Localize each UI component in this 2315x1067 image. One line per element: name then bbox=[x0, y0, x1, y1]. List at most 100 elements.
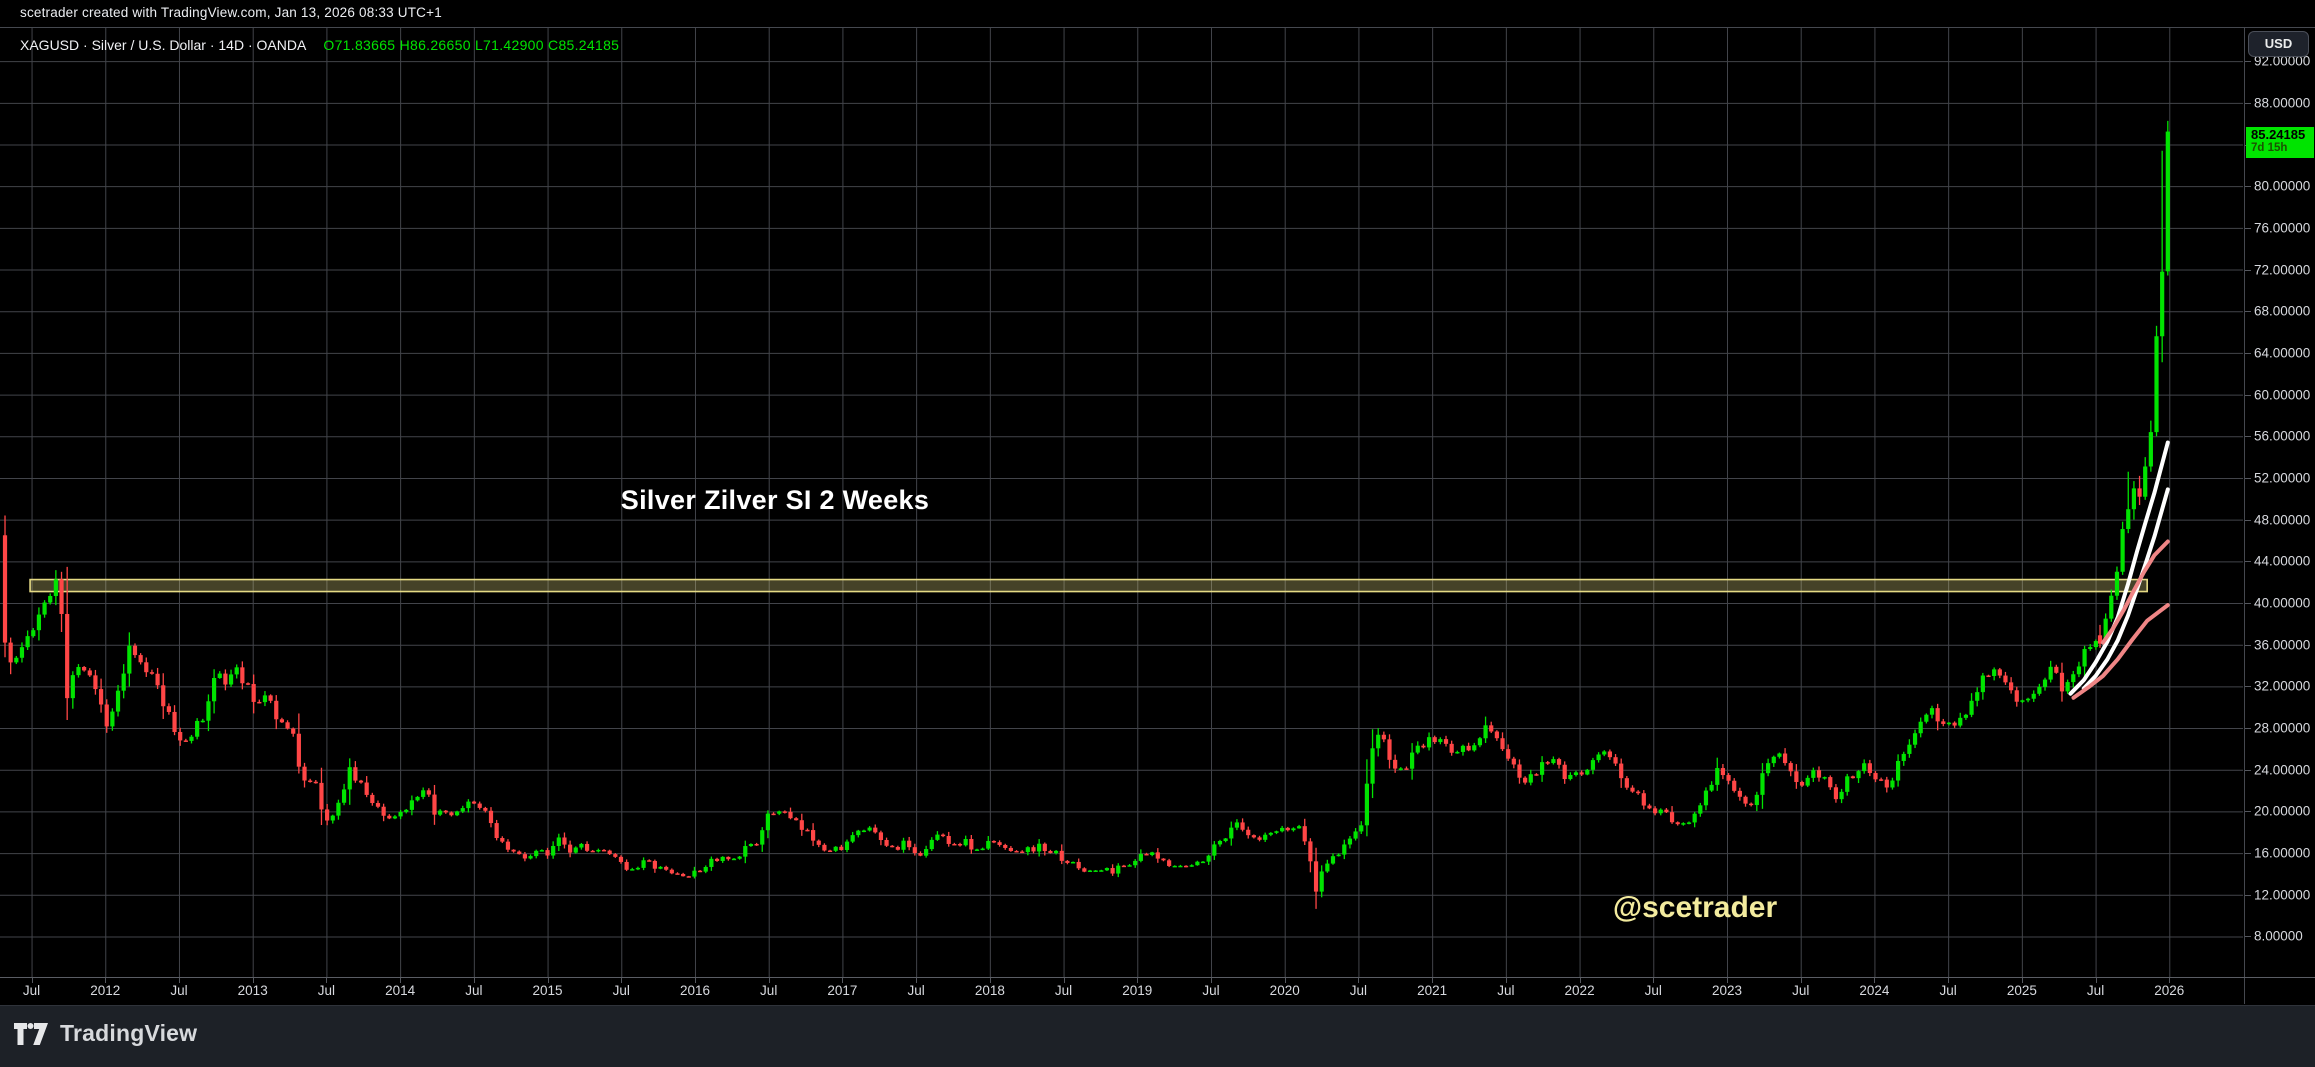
candle bbox=[1573, 772, 1579, 775]
time-axis-tick bbox=[2095, 977, 2097, 983]
candle bbox=[1590, 760, 1596, 770]
time-axis-label: 2013 bbox=[237, 983, 268, 998]
candle bbox=[1545, 762, 1550, 764]
time-axis-tick bbox=[400, 977, 402, 983]
candle bbox=[1613, 757, 1618, 764]
candle bbox=[1059, 850, 1064, 861]
candle bbox=[285, 722, 290, 729]
currency-toggle-button[interactable]: USD bbox=[2248, 31, 2309, 57]
candle bbox=[398, 811, 403, 817]
candle bbox=[1862, 763, 1867, 772]
time-axis-label: 2023 bbox=[1711, 983, 1743, 998]
candle bbox=[341, 789, 347, 803]
price-axis-tick bbox=[2245, 853, 2251, 855]
candle bbox=[1308, 841, 1313, 862]
candle bbox=[1489, 725, 1494, 732]
candle bbox=[1167, 860, 1172, 866]
time-axis-label: Jul bbox=[1349, 983, 1368, 998]
candle bbox=[268, 695, 273, 701]
candle bbox=[330, 815, 335, 821]
candle bbox=[1556, 759, 1562, 765]
tradingview-logo-link[interactable]: TradingView bbox=[14, 1020, 197, 1047]
time-axis-label: 2016 bbox=[679, 983, 711, 998]
price-axis-tick bbox=[2245, 227, 2251, 229]
candle bbox=[1031, 847, 1036, 852]
last-price-flag: 85.24185 7d 15h bbox=[2246, 127, 2314, 158]
candle bbox=[353, 767, 358, 781]
candle bbox=[1144, 853, 1149, 856]
candle bbox=[1291, 828, 1296, 831]
candle bbox=[206, 701, 211, 721]
candle bbox=[1325, 863, 1330, 872]
candle bbox=[98, 689, 104, 705]
candle bbox=[1127, 865, 1132, 867]
candle bbox=[1353, 831, 1358, 839]
candle bbox=[1884, 779, 1889, 788]
candle bbox=[1720, 768, 1726, 776]
price-axis[interactable]: 92.0000088.0000084.0000080.0000076.00000… bbox=[2245, 28, 2315, 977]
symbol-legend[interactable]: XAGUSD · Silver / U.S. Dollar · 14D · OA… bbox=[20, 37, 619, 57]
time-axis-tick bbox=[694, 977, 696, 983]
candle bbox=[1280, 827, 1285, 832]
candle bbox=[1624, 778, 1629, 788]
candle bbox=[1025, 847, 1030, 853]
candle bbox=[257, 701, 262, 704]
candle bbox=[1568, 774, 1573, 780]
candle bbox=[1048, 851, 1053, 854]
candle bbox=[754, 844, 759, 846]
candle bbox=[607, 850, 612, 855]
candle bbox=[404, 809, 409, 812]
candle bbox=[415, 796, 420, 801]
candle bbox=[1794, 771, 1799, 782]
support-zone-rect[interactable] bbox=[29, 578, 2148, 593]
candle bbox=[1969, 700, 1974, 715]
candle bbox=[1607, 751, 1612, 758]
candle bbox=[873, 827, 878, 833]
candle bbox=[1799, 781, 1805, 786]
candle bbox=[974, 849, 980, 851]
candle bbox=[1121, 865, 1127, 868]
time-axis-tick bbox=[547, 977, 549, 983]
candle bbox=[1686, 822, 1692, 824]
candle bbox=[1506, 749, 1511, 759]
candle bbox=[14, 657, 19, 663]
time-axis-tick bbox=[1063, 977, 1065, 983]
candle bbox=[1398, 768, 1403, 770]
candle bbox=[245, 683, 251, 685]
candle bbox=[132, 645, 138, 656]
candle bbox=[703, 867, 708, 872]
candle bbox=[426, 790, 431, 795]
candle bbox=[421, 790, 426, 797]
candle bbox=[986, 840, 991, 849]
candle bbox=[375, 803, 381, 807]
candle bbox=[2, 535, 8, 643]
time-axis-label: Jul bbox=[2086, 983, 2105, 998]
chart-title-annotation: Silver Zilver SI 2 Weeks bbox=[620, 485, 930, 515]
price-axis-label: 88.00000 bbox=[2254, 95, 2311, 111]
candle bbox=[325, 809, 330, 821]
candle bbox=[1749, 803, 1754, 806]
time-axis-tick bbox=[1505, 977, 1507, 983]
symbol-description[interactable]: XAGUSD · Silver / U.S. Dollar · 14D · OA… bbox=[20, 37, 306, 53]
tradingview-logo-text: TradingView bbox=[60, 1020, 198, 1046]
candle bbox=[262, 695, 268, 703]
price-axis-label: 24.00000 bbox=[2254, 762, 2311, 778]
time-axis-label: 2012 bbox=[90, 983, 121, 998]
attribution-bar: scetrader created with TradingView.com, … bbox=[0, 0, 2315, 28]
time-axis[interactable]: Jul 2012 Jul 2013 Jul 2014 Jul 2015 Jul 2016 Jul 20… bbox=[0, 977, 2315, 1004]
price-axis-label: 92.00000 bbox=[2254, 53, 2311, 69]
candle bbox=[918, 853, 923, 856]
candle bbox=[1918, 721, 1923, 734]
price-axis-label: 12.00000 bbox=[2254, 887, 2311, 903]
ohlc-values: O71.83665 H86.26650 L71.42900 C85.24185 bbox=[323, 37, 620, 53]
candle bbox=[110, 711, 115, 727]
candle bbox=[1726, 775, 1731, 781]
candle bbox=[1443, 739, 1449, 744]
candles bbox=[2, 120, 2170, 909]
candle bbox=[929, 839, 934, 850]
price-axis-label: 36.00000 bbox=[2254, 637, 2311, 653]
candle bbox=[36, 614, 42, 631]
candle bbox=[777, 811, 782, 814]
